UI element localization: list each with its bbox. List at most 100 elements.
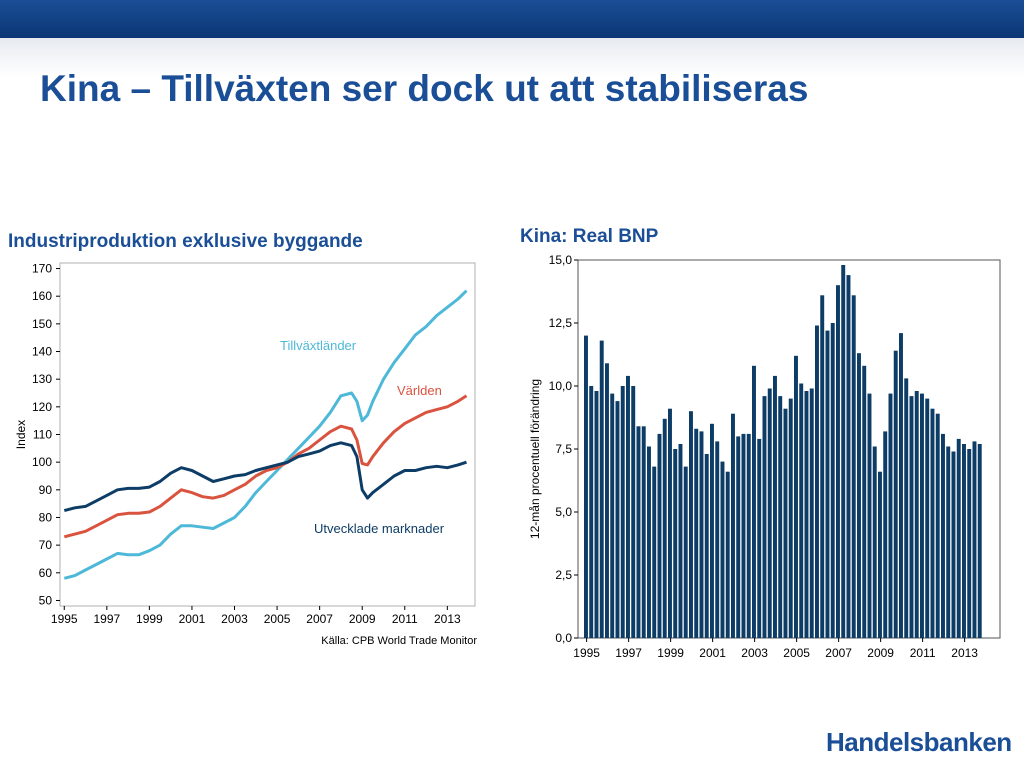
gdp-bar: [678, 444, 683, 638]
gdp-bar: [914, 391, 919, 638]
left-x-tick-label: 1999: [136, 612, 163, 626]
left-x-tick-label: 2007: [306, 612, 333, 626]
right-y-tick-label: 10,0: [549, 379, 573, 393]
gdp-bar: [888, 393, 893, 638]
right-y-tick-label: 0,0: [555, 631, 572, 645]
series-label-varlden: Världen: [397, 383, 442, 398]
left-y-tick-label: 140: [32, 345, 52, 359]
source-note: Källa: CPB World Trade Monitor: [321, 635, 477, 647]
left-y-tick-label: 100: [32, 455, 52, 469]
gdp-bar: [893, 350, 898, 638]
gdp-bar: [930, 408, 935, 638]
right-y-tick-label: 5,0: [555, 505, 572, 519]
gdp-bar: [857, 353, 861, 638]
gdp-bar: [862, 365, 867, 638]
left-y-tick-label: 60: [39, 566, 53, 580]
left-x-tick-label: 2001: [179, 612, 206, 626]
right-x-tick-label: 2005: [783, 646, 810, 660]
gdp-bar: [830, 323, 835, 638]
gdp-bar: [689, 411, 693, 638]
gdp-bar: [878, 471, 882, 638]
gdp-bar: [599, 340, 604, 638]
gdp-bar: [610, 393, 615, 638]
gdp-bar: [683, 466, 688, 638]
left-chart-title: Industriproduktion exklusive byggande: [8, 231, 363, 252]
right-x-tick-label: 2003: [741, 646, 768, 660]
gdp-bar: [941, 433, 945, 638]
right-y-tick-label: 7,5: [555, 442, 572, 456]
gdp-bar: [794, 355, 798, 638]
gdp-bar: [825, 330, 830, 638]
gdp-bar: [631, 386, 636, 638]
left-y-tick-label: 50: [39, 593, 53, 607]
gdp-bar: [589, 386, 594, 638]
gdp-bar: [846, 275, 851, 638]
handelsbanken-logo: Handelsbanken: [826, 727, 1012, 757]
series-label-utvecklade-marknader: Utvecklade marknader: [314, 521, 445, 536]
gdp-bar: [920, 393, 924, 638]
right-x-tick-label: 2009: [867, 646, 894, 660]
gdp-bar: [694, 428, 699, 638]
gdp-bar: [841, 265, 846, 638]
left-y-tick-label: 130: [32, 372, 52, 386]
left-y-tick-label: 160: [32, 289, 52, 303]
left-y-tick-label: 150: [32, 317, 52, 331]
gdp-bar: [673, 449, 678, 638]
gdp-bar: [820, 295, 825, 638]
gdp-bar: [626, 375, 630, 638]
series-line-varlden: [63, 394, 468, 539]
gdp-bar: [767, 388, 772, 638]
left-y-tick-label: 90: [39, 483, 53, 497]
gdp-bar: [704, 454, 709, 638]
gdp-bar: [977, 444, 982, 638]
left-x-tick-label: 2005: [264, 612, 291, 626]
gdp-bar: [731, 413, 735, 638]
right-chart-title: Kina: Real BNP: [520, 226, 659, 247]
gdp-bar: [909, 396, 914, 638]
left-x-tick-label: 1995: [51, 612, 78, 626]
gdp-bar: [605, 363, 609, 638]
slide-title: Kina – Tillväxten ser dock ut att stabil…: [40, 68, 809, 109]
gdp-bar: [967, 449, 972, 638]
gdp-bar: [668, 408, 672, 638]
gdp-bar: [851, 295, 856, 638]
gdp-bar: [783, 408, 788, 638]
gdp-bar: [641, 426, 646, 638]
right-x-tick-label: 1995: [573, 646, 600, 660]
right-y-tick-label: 15,0: [549, 253, 573, 267]
gdp-bar: [935, 413, 940, 638]
right-y-tick-label: 2,5: [555, 568, 572, 582]
gdp-bar: [620, 386, 625, 638]
gdp-bar: [951, 451, 956, 638]
gdp-bar: [867, 393, 872, 638]
gdp-bar: [584, 335, 588, 638]
right-y-tick-label: 12,5: [549, 316, 573, 330]
left-y-axis-label: Index: [14, 420, 28, 449]
right-x-tick-label: 2001: [699, 646, 726, 660]
right-x-tick-label: 1999: [657, 646, 684, 660]
gdp-bar: [788, 398, 793, 638]
gdp-bar: [762, 396, 767, 638]
gdp-bar: [972, 441, 977, 638]
right-x-tick-label: 2013: [951, 646, 978, 660]
gdp-bar: [883, 431, 888, 638]
gdp-bar: [594, 391, 599, 638]
gdp-bar: [647, 446, 651, 638]
right-x-tick-label: 2011: [910, 646, 936, 660]
left-y-tick-label: 120: [32, 400, 52, 414]
left-x-tick-label: 1997: [93, 612, 120, 626]
series-line-utvecklade-marknader: [63, 441, 467, 513]
gdp-bar: [636, 426, 641, 638]
gdp-bar: [741, 433, 746, 638]
gdp-bar: [962, 444, 966, 638]
right-y-axis-label: 12-mån procentuell förändring: [528, 379, 542, 539]
gdp-bar: [725, 471, 730, 638]
left-y-tick-label: 110: [33, 428, 52, 442]
gdp-bar: [904, 378, 909, 638]
gdp-bar: [809, 388, 814, 638]
gdp-bar: [925, 398, 930, 638]
right-x-tick-label: 1997: [615, 646, 642, 660]
gdp-bar: [946, 446, 951, 638]
gdp-bar: [736, 436, 741, 638]
gdp-bar: [657, 433, 662, 638]
